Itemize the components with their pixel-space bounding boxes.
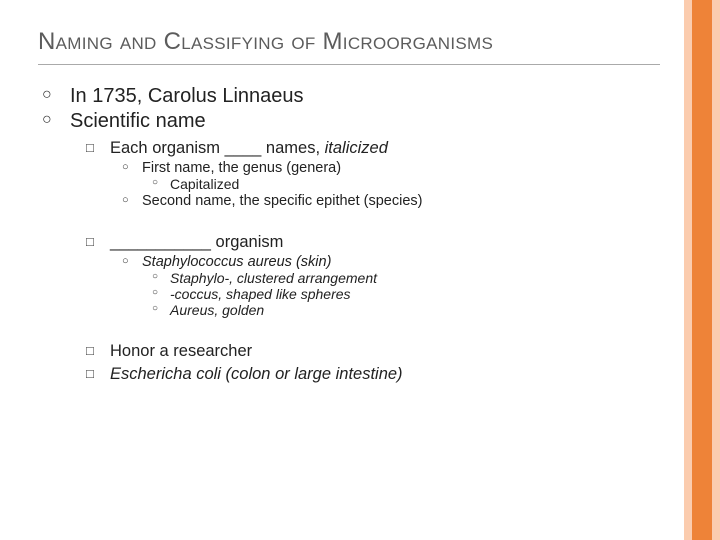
sublist: Capitalized bbox=[142, 176, 660, 192]
bullet-staph-aureus: Staphylococcus aureus (skin) Staphylo-, … bbox=[122, 254, 660, 318]
text-part: Each organism ____ names, bbox=[110, 139, 325, 157]
sublist: Staphylococcus aureus (skin) Staphylo-, … bbox=[110, 254, 660, 318]
bullet-aureus: Aureus, golden bbox=[152, 302, 660, 318]
slide-content: Naming and Classifying of Microorganisms… bbox=[0, 0, 720, 384]
spacer bbox=[70, 213, 660, 227]
bullet-blank-organism: ___________ organism Staphylococcus aure… bbox=[86, 233, 660, 318]
bullet-staphylo: Staphylo-, clustered arrangement bbox=[152, 270, 660, 286]
bullet-each-organism: Each organism ____ names, italicized Fir… bbox=[86, 139, 660, 209]
sublist: ___________ organism Staphylococcus aure… bbox=[70, 233, 660, 318]
text: ___________ organism bbox=[110, 233, 283, 251]
bullet-honor-researcher: Honor a researcher bbox=[86, 342, 660, 361]
sublist: Honor a researcher Eschericha coli (colo… bbox=[70, 342, 660, 384]
text-italic: italicized bbox=[325, 139, 388, 157]
sublist: First name, the genus (genera) Capitaliz… bbox=[110, 160, 660, 209]
sublist: Each organism ____ names, italicized Fir… bbox=[70, 139, 660, 209]
text: First name, the genus (genera) bbox=[142, 160, 341, 176]
bullet-coccus: -coccus, shaped like spheres bbox=[152, 286, 660, 302]
bullet-second-name: Second name, the specific epithet (speci… bbox=[122, 193, 660, 209]
bullet-linnaeus: In 1735, Carolus Linnaeus bbox=[42, 85, 660, 108]
text-italic: Staphylococcus aureus (skin) bbox=[142, 254, 331, 270]
bullet-capitalized: Capitalized bbox=[152, 176, 660, 192]
sublist: Staphylo-, clustered arrangement -coccus… bbox=[142, 270, 660, 318]
bullet-text: Scientific name bbox=[70, 110, 206, 132]
bullet-scientific-name: Scientific name Each organism ____ names… bbox=[42, 110, 660, 384]
bullet-first-name: First name, the genus (genera) Capitaliz… bbox=[122, 160, 660, 192]
bullet-list: In 1735, Carolus Linnaeus Scientific nam… bbox=[38, 85, 660, 384]
bullet-ecoli: Eschericha coli (colon or large intestin… bbox=[86, 365, 660, 384]
slide-title: Naming and Classifying of Microorganisms bbox=[38, 28, 660, 65]
spacer bbox=[70, 322, 660, 336]
